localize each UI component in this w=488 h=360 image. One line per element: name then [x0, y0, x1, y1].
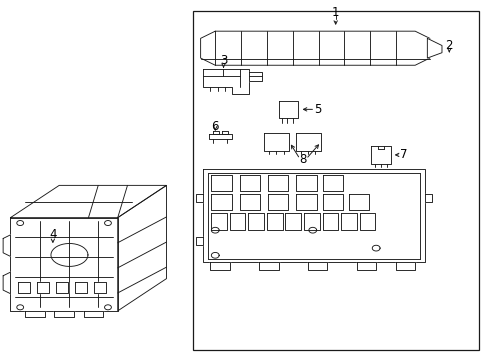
Polygon shape	[200, 31, 429, 65]
Polygon shape	[210, 262, 229, 270]
Polygon shape	[427, 39, 441, 58]
Text: 5: 5	[313, 103, 321, 116]
Polygon shape	[211, 194, 231, 211]
Polygon shape	[296, 175, 316, 191]
Text: 7: 7	[399, 148, 407, 161]
Polygon shape	[322, 194, 342, 211]
Polygon shape	[118, 185, 166, 311]
Polygon shape	[203, 69, 249, 94]
Polygon shape	[359, 213, 374, 230]
Polygon shape	[348, 194, 368, 211]
Polygon shape	[37, 282, 49, 293]
Polygon shape	[340, 213, 356, 230]
Polygon shape	[195, 237, 203, 244]
Text: 1: 1	[331, 6, 339, 19]
Polygon shape	[229, 213, 245, 230]
Polygon shape	[75, 282, 87, 293]
Polygon shape	[304, 213, 319, 230]
Polygon shape	[54, 311, 74, 318]
Polygon shape	[18, 282, 30, 293]
Polygon shape	[356, 262, 375, 270]
Polygon shape	[267, 175, 288, 191]
Polygon shape	[370, 145, 390, 164]
Polygon shape	[213, 131, 219, 134]
Polygon shape	[25, 311, 44, 318]
Polygon shape	[248, 213, 264, 230]
Polygon shape	[322, 175, 342, 191]
Polygon shape	[239, 175, 260, 191]
Polygon shape	[83, 311, 103, 318]
Polygon shape	[222, 131, 227, 134]
Polygon shape	[424, 194, 431, 202]
Polygon shape	[203, 169, 424, 262]
Polygon shape	[249, 72, 261, 81]
Polygon shape	[322, 213, 337, 230]
Text: 4: 4	[49, 228, 57, 241]
Polygon shape	[94, 282, 106, 293]
Polygon shape	[56, 282, 68, 293]
Polygon shape	[10, 185, 166, 218]
Polygon shape	[296, 194, 316, 211]
Polygon shape	[264, 134, 289, 150]
Text: 8: 8	[299, 153, 306, 166]
Polygon shape	[10, 218, 118, 311]
Polygon shape	[259, 262, 278, 270]
Polygon shape	[239, 194, 260, 211]
Polygon shape	[266, 213, 282, 230]
Polygon shape	[307, 262, 327, 270]
Polygon shape	[278, 101, 298, 118]
Text: 3: 3	[220, 54, 227, 67]
Polygon shape	[3, 235, 10, 256]
Text: 6: 6	[211, 121, 219, 134]
Polygon shape	[295, 134, 321, 150]
Bar	[193, 12, 478, 350]
Polygon shape	[211, 213, 226, 230]
Polygon shape	[209, 134, 231, 139]
Polygon shape	[3, 272, 10, 294]
Text: 2: 2	[445, 39, 452, 52]
Polygon shape	[211, 175, 231, 191]
Polygon shape	[285, 213, 301, 230]
Polygon shape	[195, 194, 203, 202]
Polygon shape	[267, 194, 288, 211]
Polygon shape	[395, 262, 414, 270]
